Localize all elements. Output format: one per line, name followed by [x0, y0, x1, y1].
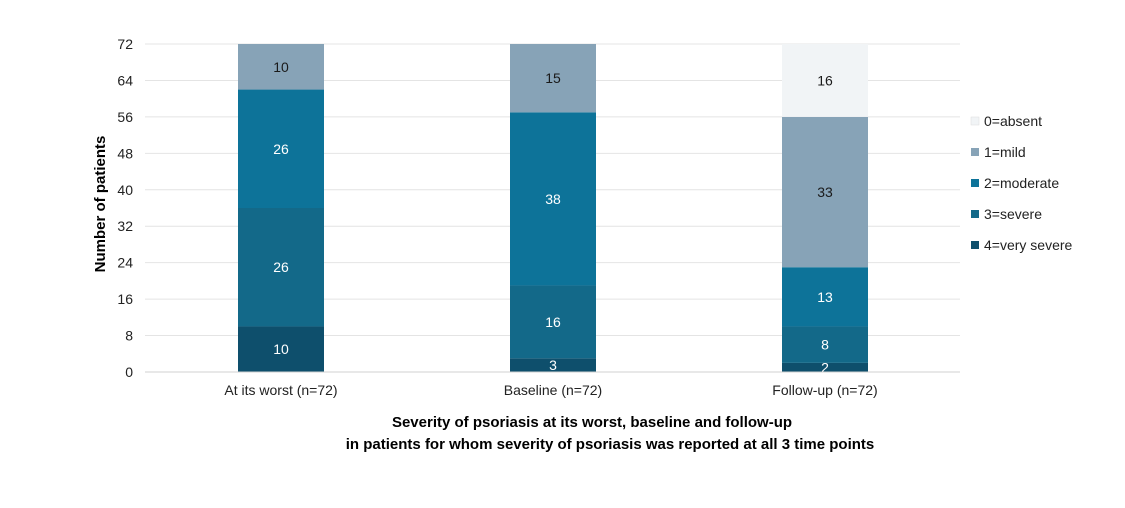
- data-label: 16: [817, 72, 833, 88]
- bar-segment: [510, 285, 596, 359]
- bar-segment: [782, 267, 868, 327]
- bar-segment: [510, 44, 596, 113]
- data-label: 3: [549, 357, 557, 373]
- bar-segment: [510, 112, 596, 286]
- bar-segment: [782, 44, 868, 117]
- bar-segment: [238, 89, 324, 208]
- legend-label: 2=moderate: [984, 175, 1059, 191]
- data-label: 8: [821, 337, 829, 353]
- legend-swatch: [971, 241, 979, 249]
- data-label: 38: [545, 191, 561, 207]
- legend-label: 1=mild: [984, 144, 1026, 160]
- data-label: 16: [545, 314, 561, 330]
- y-tick-label: 16: [117, 291, 133, 307]
- legend: 0=absent 1=mild 2=moderate 3=severe 4=very s…: [970, 113, 1073, 253]
- data-label: 10: [273, 59, 289, 75]
- bar-segment: [510, 358, 596, 372]
- data-label: 26: [273, 259, 289, 275]
- bar-segment: [782, 116, 868, 268]
- x-tick-label: Baseline (n=72): [504, 382, 602, 398]
- y-tick-label: 0: [125, 364, 133, 380]
- legend-swatch: [971, 179, 979, 187]
- data-label: 26: [273, 141, 289, 157]
- data-label: 33: [817, 184, 833, 200]
- y-tick-label: 64: [117, 72, 133, 88]
- chart-title-line-2: in patients for whom severity of psorias…: [346, 436, 874, 453]
- bar-segment: [782, 326, 868, 363]
- y-tick-label: 48: [117, 145, 133, 161]
- bar-segment: [238, 326, 324, 372]
- legend-label: 4=very severe: [984, 237, 1073, 253]
- data-label: 13: [817, 289, 833, 305]
- y-axis-title: Number of patients: [92, 136, 109, 273]
- x-tick-label: Follow-up (n=72): [772, 382, 877, 398]
- bar-segment: [238, 44, 324, 90]
- bar-segment: [238, 208, 324, 327]
- legend-swatch: [971, 210, 979, 218]
- y-tick-label: 72: [117, 36, 133, 52]
- y-tick-label: 56: [117, 109, 133, 125]
- y-tick-label: 8: [125, 328, 133, 344]
- x-tick-label: At its worst (n=72): [224, 382, 337, 398]
- data-label: 15: [545, 70, 561, 86]
- bar-segment: [782, 362, 868, 372]
- data-label: 2: [821, 359, 829, 375]
- legend-swatch: [970, 116, 980, 126]
- y-tick-label: 32: [117, 218, 133, 234]
- legend-swatch: [971, 148, 979, 156]
- legend-label: 0=absent: [984, 113, 1042, 129]
- bar-labels: 10 26 26 10 3 16 38 15 2 8 13 33 16: [273, 59, 833, 376]
- y-tick-label: 24: [117, 255, 133, 271]
- chart-title-line-1: Severity of psoriasis at its worst, base…: [392, 414, 792, 431]
- data-label: 10: [273, 341, 289, 357]
- legend-label: 3=severe: [984, 206, 1042, 222]
- bars: [238, 44, 868, 372]
- y-tick-label: 40: [117, 182, 133, 198]
